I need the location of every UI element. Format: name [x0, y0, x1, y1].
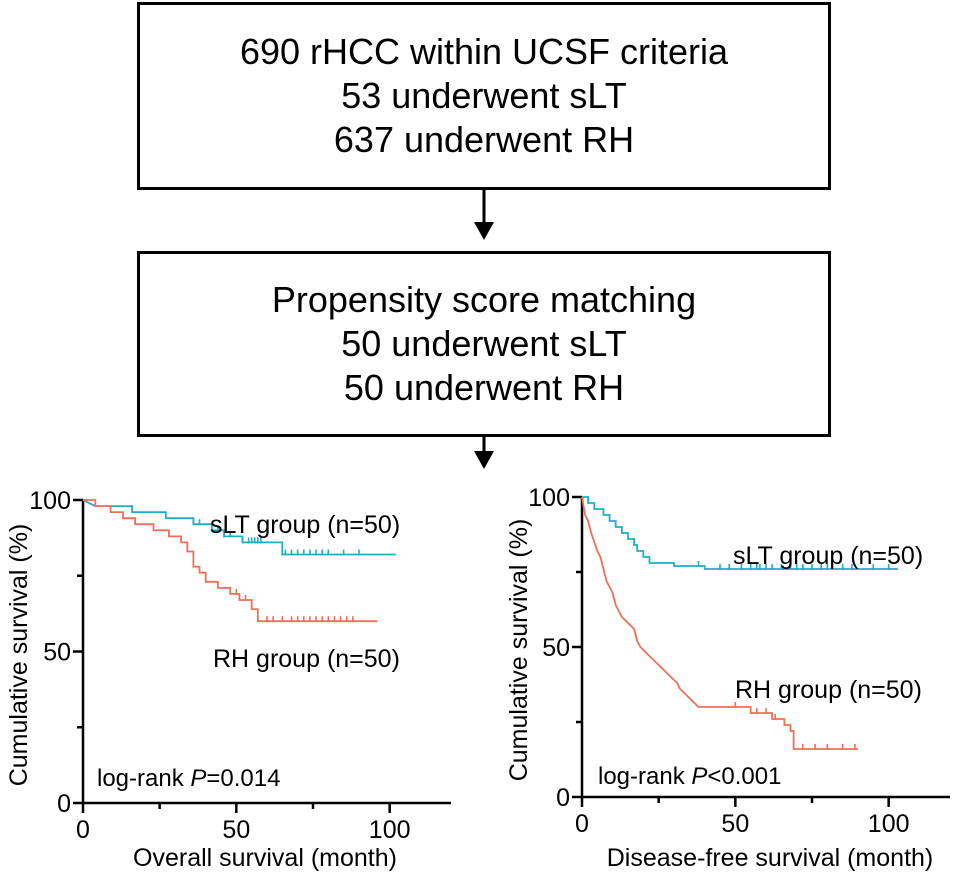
chart-axes: 0 50 100 0 50 100 — [528, 484, 950, 838]
cohort-line-1: 690 rHCC within UCSF criteria — [239, 31, 729, 72]
y-tick-label: 50 — [43, 639, 71, 667]
slt-survival-curve — [582, 496, 898, 570]
y-axis-label: Cumulative survival (%) — [5, 524, 33, 787]
y-tick-label: 100 — [29, 487, 71, 515]
log-rank-annotation: log-rank P<0.001 — [598, 763, 781, 790]
x-tick-label: 0 — [575, 810, 589, 838]
arrow-2 — [474, 437, 494, 469]
y-tick-label: 0 — [556, 784, 570, 812]
legend-rh-label: RH group (n=50) — [213, 645, 400, 673]
y-tick-label: 100 — [528, 484, 570, 512]
x-tick-label: 50 — [222, 816, 250, 844]
matching-line-2: 50 underwent sLT — [341, 323, 627, 364]
x-tick-label: 0 — [76, 816, 90, 844]
rh-survival-curve — [581, 496, 858, 750]
x-axis-label: Overall survival (month) — [133, 844, 397, 872]
log-rank-annotation: log-rank P=0.014 — [97, 765, 280, 792]
matching-box: Propensity score matching 50 underwent s… — [137, 251, 831, 437]
overall-survival-chart: 0 50 100 0 50 100 sLT group (n=50) RH group (… — [5, 487, 451, 872]
x-tick-label: 100 — [868, 810, 910, 838]
x-tick-label: 50 — [721, 810, 749, 838]
matching-line-1: Propensity score matching — [271, 279, 697, 320]
y-tick-label: 0 — [57, 790, 71, 818]
disease-free-survival-chart: 0 50 100 0 50 100 sLT group (n=50) RH group (… — [505, 484, 950, 872]
chart-series — [581, 496, 898, 750]
chart-axes: 0 50 100 0 50 100 — [29, 487, 451, 844]
cohort-box: 690 rHCC within UCSF criteria 53 underwe… — [137, 2, 831, 190]
rh-survival-curve — [83, 499, 378, 623]
x-tick-label: 100 — [369, 816, 411, 844]
legend-slt-label: sLT group (n=50) — [210, 511, 400, 539]
y-axis-label: Cumulative survival (%) — [505, 519, 533, 782]
arrow-1 — [474, 190, 494, 240]
slt-survival-curve — [82, 499, 396, 556]
y-tick-label: 50 — [542, 634, 570, 662]
legend-rh-label: RH group (n=50) — [735, 676, 922, 704]
chart-series — [82, 499, 396, 623]
cohort-line-3: 637 underwent RH — [333, 119, 635, 160]
x-axis-label: Disease-free survival (month) — [607, 844, 934, 872]
matching-line-3: 50 underwent RH — [343, 367, 625, 408]
legend-slt-label: sLT group (n=50) — [733, 542, 923, 570]
cohort-line-2: 53 underwent sLT — [341, 75, 627, 116]
